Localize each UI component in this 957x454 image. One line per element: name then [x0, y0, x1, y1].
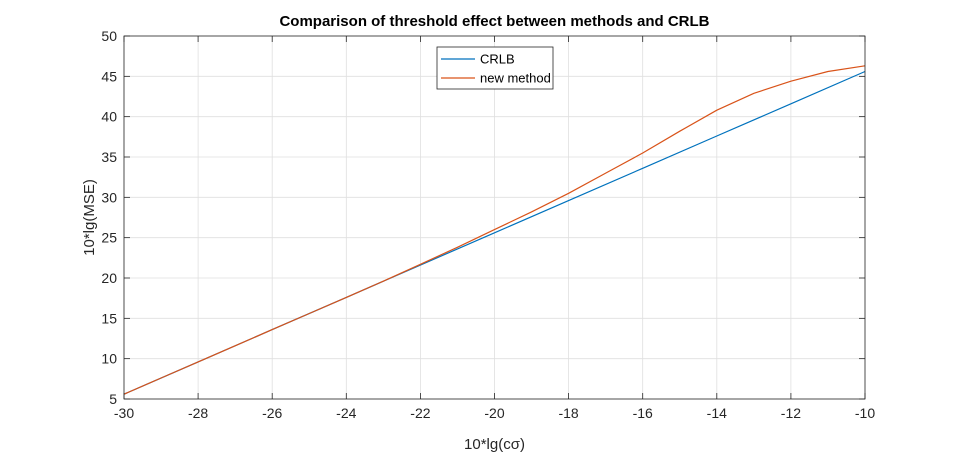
ticks — [123, 35, 866, 400]
y-tick-label: 35 — [101, 149, 117, 165]
x-tick-label: -26 — [262, 405, 282, 421]
x-tick-label: -12 — [781, 405, 801, 421]
y-tick-label: 40 — [101, 109, 117, 125]
y-tick-label: 20 — [101, 270, 117, 286]
y-tick-label: 10 — [101, 351, 117, 367]
x-tick-label: -20 — [484, 405, 504, 421]
x-tick-label: -30 — [114, 405, 134, 421]
x-tick-label: -14 — [707, 405, 727, 421]
x-tick-label: -28 — [188, 405, 208, 421]
x-tick-label: -24 — [336, 405, 356, 421]
y-tick-label: 30 — [101, 189, 117, 205]
legend-box — [436, 46, 554, 90]
series-layer — [123, 65, 866, 395]
tick-labels: -30 -28 -26 -24 -22 -20 -18 -16 -14 -12 -10 5 10 15 20… — [101, 28, 875, 421]
y-tick-label: 45 — [101, 68, 117, 84]
x-tick-label: -18 — [558, 405, 578, 421]
series-line-new-method — [123, 65, 866, 395]
x-tick-label: -10 — [855, 405, 875, 421]
legend-label-new-method: new method — [480, 71, 551, 86]
y-tick-label: 5 — [109, 391, 117, 407]
chart-title: Comparison of threshold effect between m… — [279, 13, 709, 30]
y-tick-label: 25 — [101, 230, 117, 246]
y-axis-label: 10*lg(MSE) — [81, 179, 98, 256]
x-tick-label: -16 — [633, 405, 653, 421]
legend: CRLB new method — [436, 46, 554, 90]
y-tick-label: 50 — [101, 28, 117, 44]
x-axis-label: 10*lg(cσ) — [464, 436, 525, 453]
legend-label-crlb: CRLB — [480, 52, 515, 67]
x-tick-label: -22 — [410, 405, 430, 421]
y-tick-label: 15 — [101, 310, 117, 326]
